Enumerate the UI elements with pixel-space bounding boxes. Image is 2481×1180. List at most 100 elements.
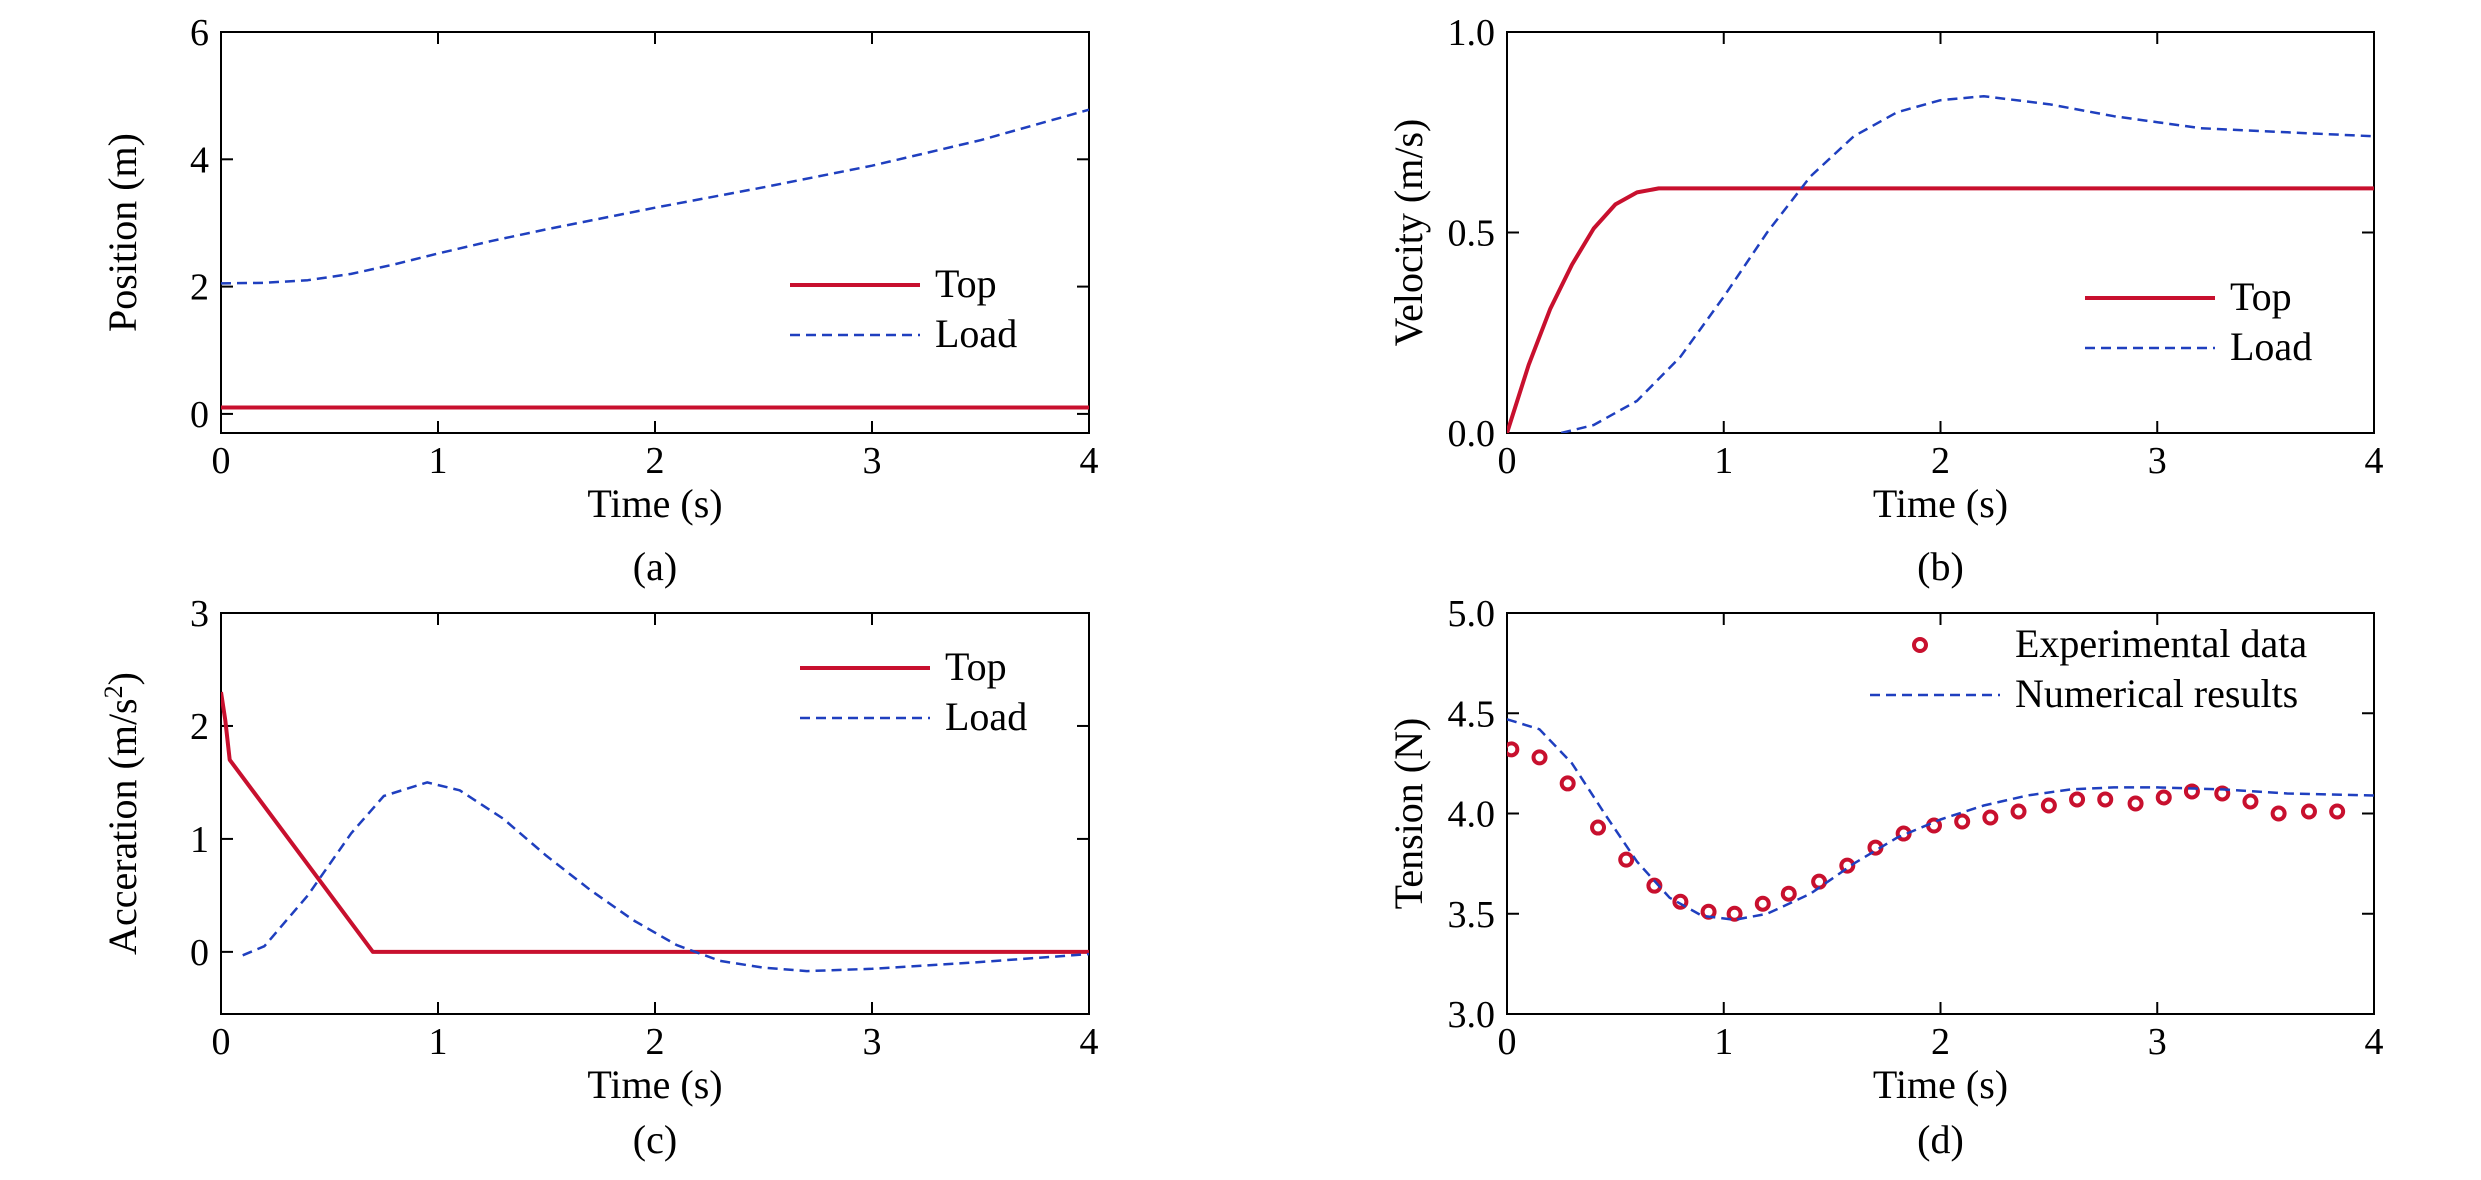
legend-entry: Top	[2085, 274, 2292, 319]
data-point	[2097, 791, 2114, 808]
legend-label: Load	[935, 311, 1017, 356]
chart-panel-3: 0 1 2 3 4 0 1 2 3 Time (s) Acceration (m/s2) (c) Top…	[99, 593, 1099, 1162]
x-tick-label: 4	[2365, 440, 2384, 482]
series-line-load	[221, 108, 1089, 285]
y-tick-label: 2	[190, 267, 209, 309]
y-tick-label: 0.0	[1448, 413, 1496, 455]
x-axis-label: Time (s)	[1873, 481, 2008, 526]
plot-area	[1507, 94, 2374, 433]
x-tick-label: 2	[1931, 440, 1950, 482]
plot-area	[1507, 718, 2374, 922]
y-tick-label: 4.0	[1448, 794, 1496, 836]
data-point	[2242, 793, 2259, 810]
panel-caption: (d)	[1917, 1117, 1964, 1162]
data-point	[2329, 803, 2346, 820]
legend-label: Top	[945, 644, 1007, 689]
y-tick-label: 3.5	[1448, 894, 1496, 936]
panel-caption: (a)	[633, 544, 677, 589]
series-line-top	[1507, 186, 2374, 433]
x-tick-label: 0	[1498, 440, 1517, 482]
plot-area	[221, 691, 1089, 973]
y-axis-label: Tension (N)	[1386, 718, 1431, 910]
x-axis-label: Time (s)	[587, 1062, 722, 1107]
data-point	[1754, 895, 1771, 912]
x-tick-label: 1	[1714, 440, 1733, 482]
chart-panel-4: 0 1 2 3 4 3.0 3.5 4.0 4.5 5.0 Time (s) Tension (N) (…	[1386, 593, 2384, 1162]
data-point	[2270, 805, 2287, 822]
x-tick-label: 3	[2148, 1021, 2167, 1063]
legend-label: Load	[2230, 324, 2312, 369]
data-point	[1839, 857, 1856, 874]
y-tick-label: 1.0	[1448, 12, 1496, 54]
y-tick-label: 0	[190, 394, 209, 436]
data-point	[1726, 905, 1743, 922]
legend-label: Numerical results	[2015, 671, 2298, 716]
chart-panel-2: 0 1 2 3 4 0.0 0.5 1.0 Time (s) Velocity (m/s) (b) T…	[1386, 12, 2384, 589]
x-axis-label: Time (s)	[1873, 1062, 2008, 1107]
y-tick-label: 6	[190, 12, 209, 54]
series-line-numerical-results	[1507, 718, 2374, 922]
data-point	[2214, 785, 2231, 802]
y-axis-label: Velocity (m/s)	[1386, 119, 1431, 347]
series-line-top	[221, 691, 1089, 954]
legend-entry: Top	[790, 261, 997, 306]
x-tick-label: 4	[1080, 1021, 1099, 1063]
data-point	[1590, 819, 1607, 836]
panel-caption: (c)	[633, 1117, 677, 1162]
data-point	[1982, 809, 1999, 826]
y-tick-label: 3.0	[1448, 994, 1496, 1036]
data-point	[1672, 893, 1689, 910]
y-tick-label: 0	[190, 932, 209, 974]
x-tick-label: 1	[429, 440, 448, 482]
y-tick-label: 3	[190, 593, 209, 635]
plot-frame	[1506, 31, 2375, 434]
x-tick-label: 4	[2365, 1021, 2384, 1063]
legend-label: Load	[945, 694, 1027, 739]
legend-entry: Top	[800, 644, 1007, 689]
x-tick-label: 2	[1931, 1021, 1950, 1063]
x-axis-label: Time (s)	[587, 481, 722, 526]
legend-label: Top	[2230, 274, 2292, 319]
x-tick-label: 4	[1080, 440, 1099, 482]
data-point	[1811, 873, 1828, 890]
x-tick-label: 3	[863, 1021, 882, 1063]
panel-caption: (b)	[1917, 544, 1964, 589]
legend-entry: Load	[800, 694, 1027, 739]
data-point	[2155, 789, 2172, 806]
y-tick-label: 4.5	[1448, 693, 1496, 735]
legend-label: Top	[935, 261, 997, 306]
data-point	[1954, 813, 1971, 830]
y-tick-label: 0.5	[1448, 213, 1496, 255]
data-point	[2069, 791, 2086, 808]
data-point	[2040, 797, 2057, 814]
data-point	[2127, 795, 2144, 812]
x-tick-label: 2	[646, 440, 665, 482]
y-axis-label: Acceration (m/s2)	[99, 672, 145, 955]
legend-marker	[1912, 637, 1928, 653]
legend-entry: Load	[790, 311, 1017, 356]
x-tick-label: 0	[212, 440, 231, 482]
series-line-load	[1560, 94, 2374, 433]
x-tick-label: 0	[1498, 1021, 1517, 1063]
legend-label: Experimental data	[2015, 621, 2307, 666]
data-point	[1531, 749, 1548, 766]
x-tick-label: 0	[212, 1021, 231, 1063]
data-point	[2010, 803, 2027, 820]
y-tick-label: 4	[190, 139, 209, 181]
data-point	[1559, 775, 1576, 792]
x-tick-label: 1	[1714, 1021, 1733, 1063]
y-tick-label: 2	[190, 706, 209, 748]
plot-area	[221, 108, 1089, 410]
data-point	[1618, 851, 1635, 868]
data-point	[1780, 885, 1797, 902]
legend-entry: Experimental data	[1912, 621, 2307, 666]
plot-frame	[220, 31, 1090, 434]
x-tick-label: 2	[646, 1021, 665, 1063]
legend-entry: Numerical results	[1870, 671, 2298, 716]
data-point	[1507, 741, 1520, 758]
y-tick-label: 1	[190, 819, 209, 861]
x-tick-label: 3	[863, 440, 882, 482]
series-line-load	[242, 781, 1089, 973]
legend-entry: Load	[2085, 324, 2312, 369]
data-point	[2300, 803, 2317, 820]
